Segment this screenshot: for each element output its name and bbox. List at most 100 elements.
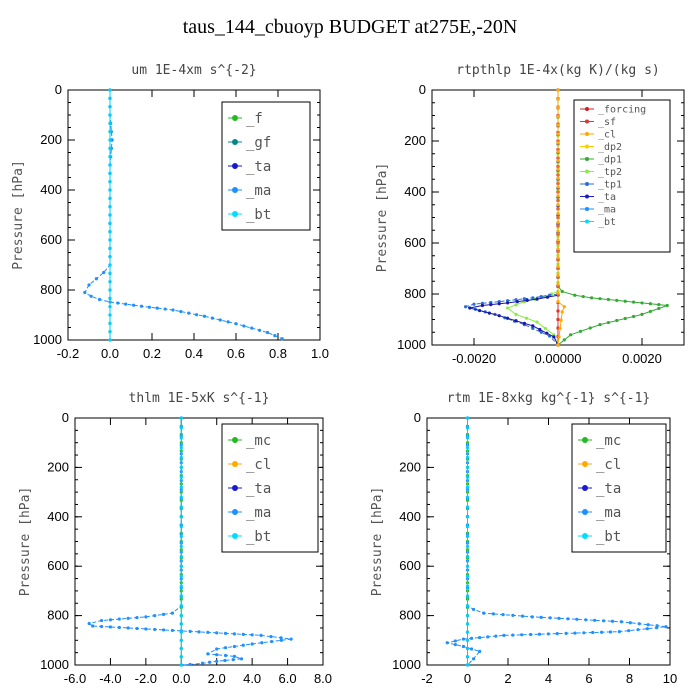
data-point [465, 416, 470, 420]
data-point [108, 321, 112, 325]
data-point [543, 326, 548, 331]
data-point [556, 264, 560, 268]
data-point [197, 630, 201, 634]
legend-entry: _bt [596, 529, 621, 545]
data-point [640, 301, 644, 305]
x-tick-label: 0.0020 [622, 351, 662, 366]
data-point [465, 564, 470, 568]
data-point [465, 505, 470, 509]
legend-entry: _cl [598, 130, 616, 141]
y-tick-label: 800 [399, 608, 421, 623]
data-point [108, 288, 112, 292]
data-point [465, 495, 470, 499]
data-point [465, 604, 470, 608]
data-point [465, 614, 470, 618]
y-tick-label: 1000 [397, 337, 426, 352]
data-point [153, 614, 157, 618]
data-point [108, 105, 112, 109]
panel-title: um 1E-4xm s^{-2} [131, 63, 256, 78]
data-point [188, 629, 192, 634]
data-point [537, 632, 542, 636]
data-point [511, 633, 515, 637]
data-point [556, 132, 560, 136]
legend-entry: _cl [246, 457, 271, 473]
data-point [648, 302, 653, 306]
x-tick-label: 6.0 [279, 671, 297, 686]
data-point [465, 622, 470, 626]
y-tick-label: 800 [47, 608, 69, 623]
data-point [170, 611, 175, 615]
data-point [506, 316, 510, 320]
data-point [472, 302, 476, 306]
data-point [665, 303, 669, 308]
data-point [506, 306, 510, 310]
legend-entry: _dp2 [598, 142, 622, 153]
data-point [144, 615, 148, 619]
data-point [179, 525, 183, 529]
legend-entry: _gf [246, 135, 271, 151]
data-point [170, 628, 175, 633]
data-point [539, 330, 543, 334]
data-point [556, 343, 560, 347]
data-point [617, 630, 621, 634]
data-point [241, 643, 245, 647]
data-point [556, 114, 560, 119]
data-point [539, 294, 543, 299]
data-point [556, 317, 560, 322]
y-axis-label: Pressure [hPa] [18, 487, 33, 597]
legend-entry: _dp1 [598, 155, 622, 166]
data-point [648, 309, 653, 314]
data-point [464, 305, 468, 309]
data-point [556, 282, 560, 286]
data-point [179, 426, 183, 430]
data-point [171, 308, 175, 312]
data-point [478, 635, 482, 640]
data-point [461, 644, 466, 649]
x-tick-label: 6 [585, 671, 592, 686]
data-point [161, 612, 166, 616]
legend-box [573, 99, 671, 253]
data-point [108, 130, 112, 134]
legend-entry: _ma [598, 205, 616, 216]
legend-entry: _f [246, 111, 263, 127]
data-point [623, 316, 627, 321]
data-point [99, 624, 104, 629]
data-point [259, 633, 263, 637]
data-point [108, 263, 112, 267]
data-point [531, 326, 535, 331]
data-point [135, 626, 139, 631]
data-point [179, 594, 183, 598]
data-point [497, 314, 501, 318]
data-point [179, 505, 183, 509]
data-point [87, 283, 91, 287]
data-point [578, 329, 583, 333]
data-point [556, 203, 560, 207]
legend-marker [585, 144, 589, 149]
data-point [108, 180, 112, 184]
data-point [655, 626, 659, 630]
y-axis-label: Pressure [hPa] [375, 163, 390, 273]
data-point [468, 306, 472, 310]
data-point [465, 638, 470, 642]
data-point [250, 326, 254, 330]
data-point [628, 621, 632, 625]
x-tick-label: -2 [421, 671, 433, 686]
data-point [108, 313, 112, 317]
data-point [108, 88, 112, 92]
data-point [453, 643, 457, 647]
data-point [615, 298, 619, 302]
data-point [139, 304, 144, 308]
y-tick-label: 200 [47, 459, 69, 474]
data-point [83, 290, 87, 295]
y-tick-label: 0 [55, 82, 62, 97]
legend-marker [585, 169, 589, 174]
data-point [465, 446, 470, 450]
x-tick-label: 0.0 [172, 671, 190, 686]
data-point [465, 534, 470, 539]
data-point [260, 641, 264, 645]
panel-title: rtpthlp 1E-4x(kg K)/(kg s) [456, 63, 660, 78]
legend-marker [232, 187, 238, 193]
data-point [465, 485, 470, 489]
data-point [179, 465, 183, 469]
data-point [538, 327, 542, 332]
